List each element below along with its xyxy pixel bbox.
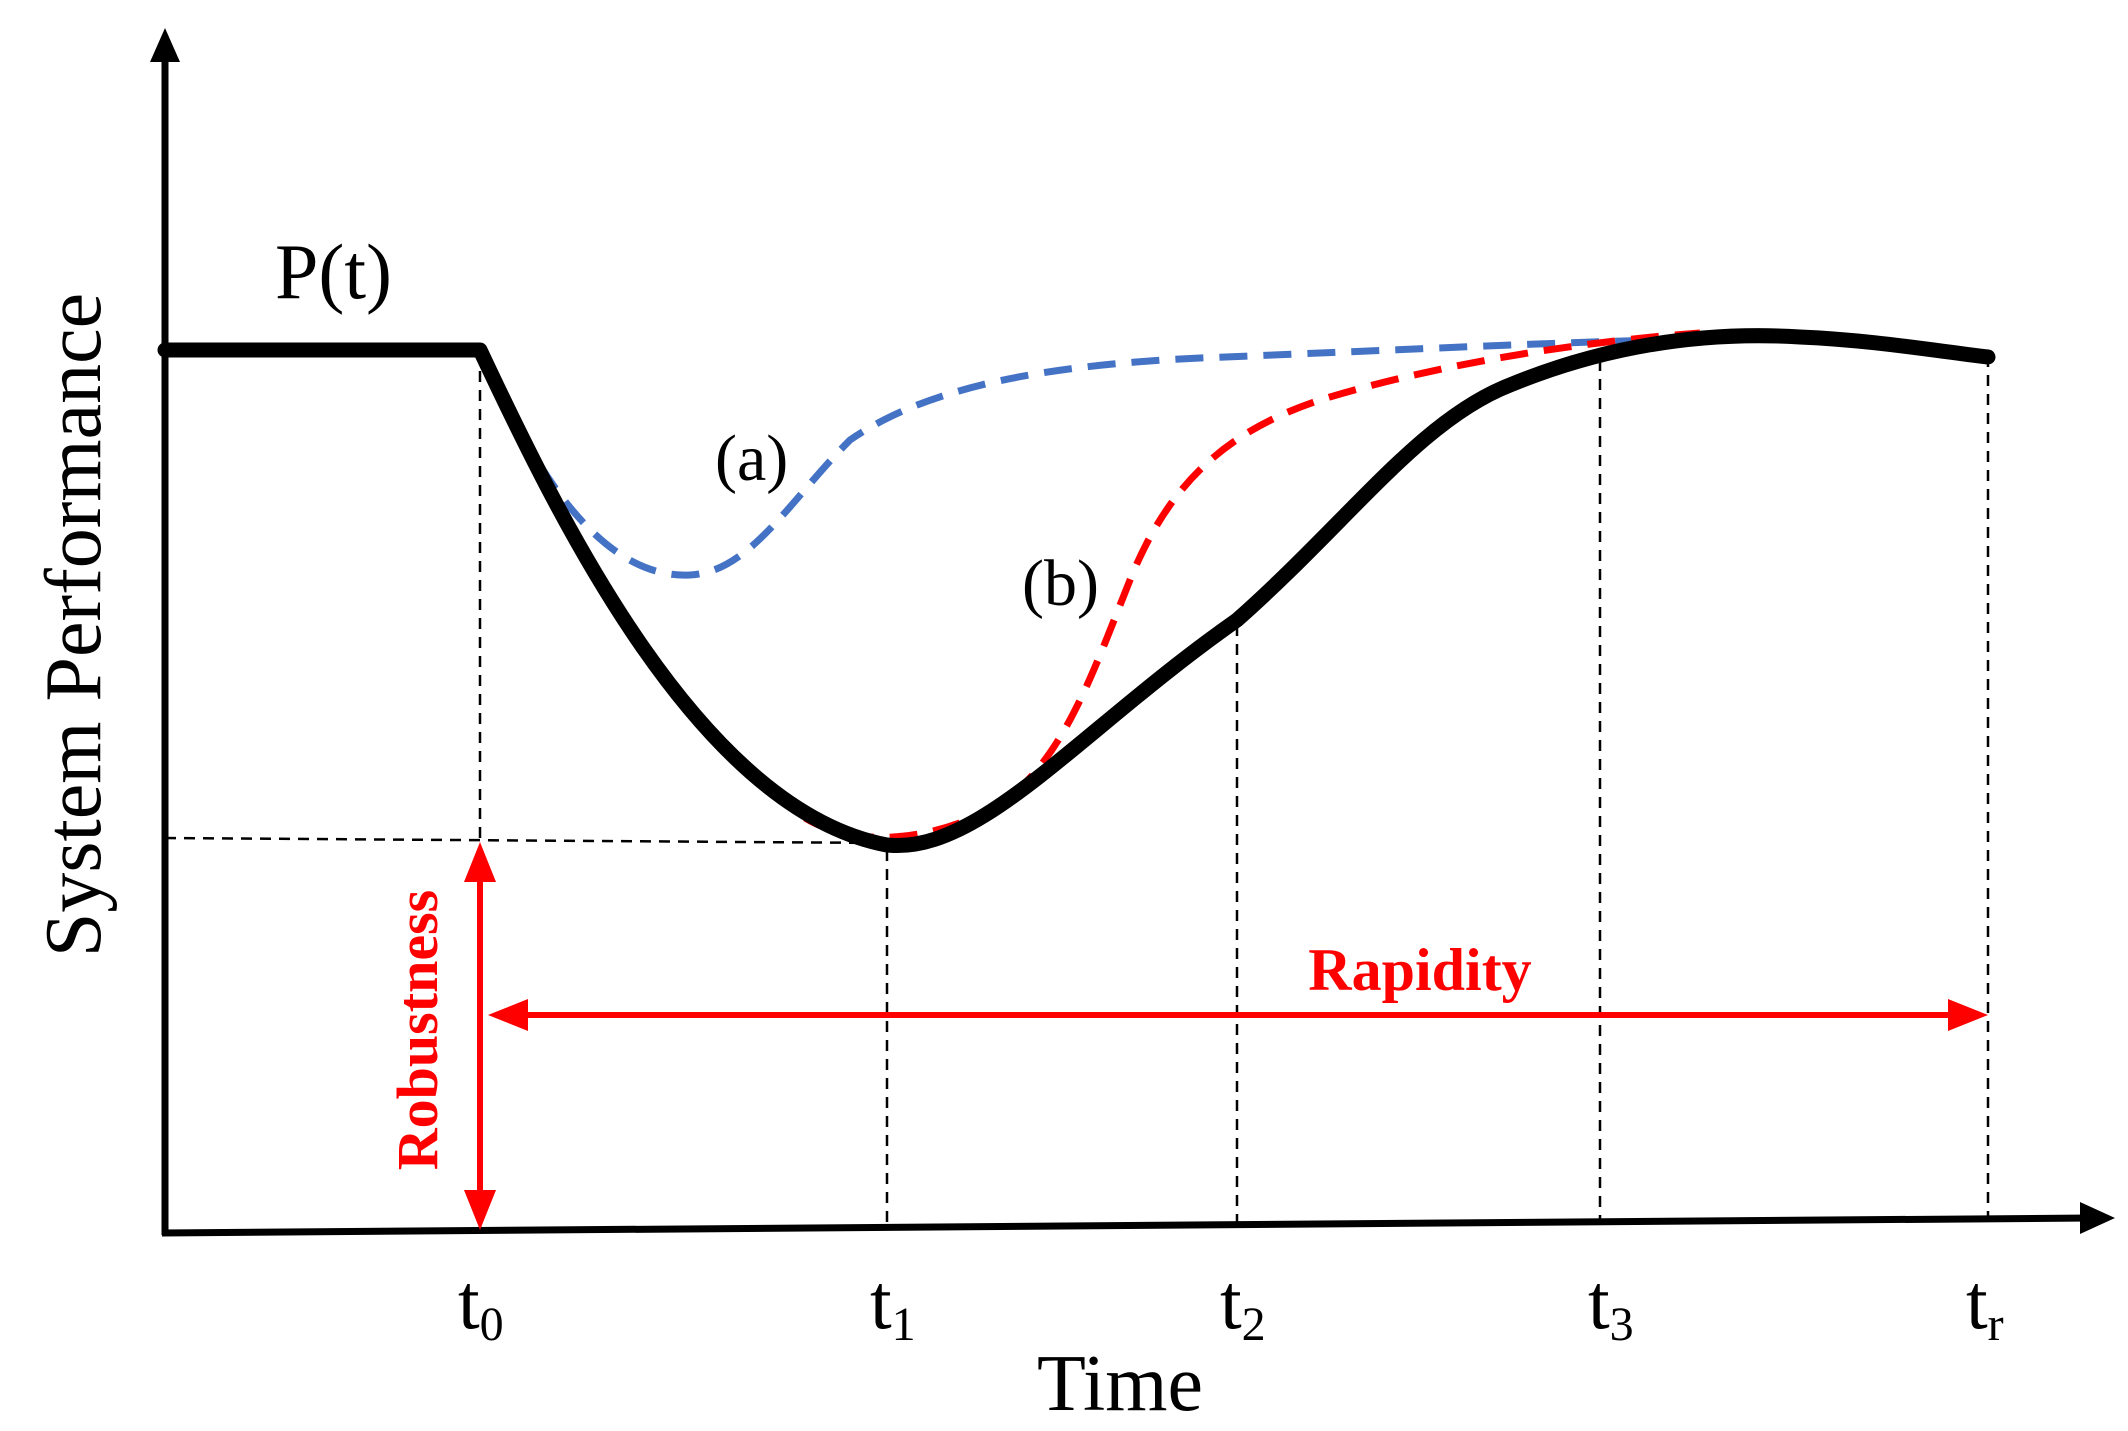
tick-tr: tr	[1966, 1258, 2004, 1351]
curve-b-label: (b)	[1022, 547, 1099, 620]
curve-b	[803, 329, 1701, 841]
tick-t1: t1	[870, 1258, 916, 1351]
curve-a-label: (a)	[715, 422, 788, 495]
tick-t3: t3	[1588, 1258, 1634, 1351]
x-axis	[161, 1214, 2091, 1237]
y-axis-arrowhead	[150, 28, 180, 62]
axes	[150, 28, 2115, 1237]
rapidity-arrowhead-left	[488, 999, 528, 1031]
robustness-label: Robustness	[385, 890, 450, 1170]
rapidity-arrow	[488, 999, 1988, 1031]
tick-t2: t2	[1220, 1258, 1266, 1351]
rapidity-label: Rapidity	[1308, 937, 1531, 1003]
tick-t0: t0	[458, 1258, 504, 1351]
guide-minimum-horizontal	[164, 836, 888, 845]
y-axis-label: System Performance	[30, 293, 118, 957]
rapidity-arrowhead-right	[1948, 999, 1988, 1031]
tick-labels: t0 t1 t2 t3 tr	[458, 1258, 2004, 1351]
x-axis-arrowhead	[2080, 1202, 2115, 1234]
robustness-arrowhead-bottom	[464, 1190, 496, 1230]
curve-label-pt: P(t)	[275, 228, 392, 315]
robustness-arrow	[464, 842, 496, 1230]
main-curve	[157, 328, 1996, 854]
robustness-arrowhead-top	[464, 842, 496, 882]
curve-a	[476, 334, 1746, 579]
x-axis-label: Time	[1037, 1340, 1203, 1428]
